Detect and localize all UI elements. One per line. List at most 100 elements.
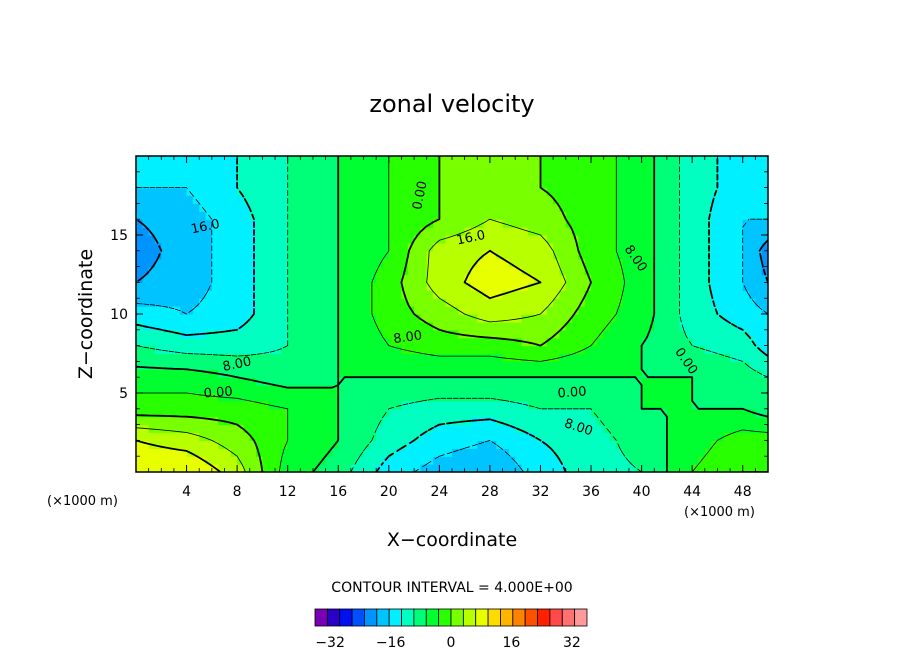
field-cell — [224, 274, 232, 283]
field-cell — [755, 282, 763, 291]
field-cell — [591, 416, 598, 426]
field-cell — [173, 424, 181, 434]
field-cell — [338, 353, 346, 362]
field-cell — [610, 353, 617, 362]
field-cell — [458, 448, 466, 457]
field-cell — [344, 321, 352, 331]
field-cell — [635, 282, 643, 291]
field-cell — [136, 242, 143, 252]
field-cell — [205, 306, 213, 315]
field-cell — [470, 432, 478, 441]
field-cell — [673, 187, 681, 197]
field-cell — [262, 282, 270, 291]
field-cell — [736, 314, 744, 323]
field-cell — [268, 393, 276, 402]
field-cell — [704, 400, 712, 410]
field-cell — [749, 274, 756, 283]
field-cell — [483, 432, 491, 441]
field-cell — [723, 306, 731, 315]
field-cell — [439, 369, 447, 378]
field-cell — [635, 432, 643, 441]
field-cell — [224, 171, 232, 181]
field-cell — [186, 171, 194, 181]
field-cell — [426, 163, 434, 173]
field-cell — [395, 440, 403, 449]
field-cell — [433, 258, 440, 268]
field-cell — [502, 353, 510, 362]
field-cell — [616, 448, 624, 457]
field-cell — [565, 329, 573, 339]
field-cell — [205, 298, 213, 307]
field-cell — [363, 258, 371, 268]
field-cell — [306, 408, 314, 418]
field-cell — [749, 329, 756, 339]
field-cell — [268, 416, 276, 426]
field-cell — [660, 163, 668, 173]
field-cell — [692, 203, 700, 212]
field-cell — [641, 187, 649, 197]
field-cell — [470, 337, 478, 347]
field-cell — [654, 353, 662, 362]
field-cell — [685, 464, 693, 472]
field-cell — [730, 385, 737, 394]
field-cell — [306, 282, 314, 291]
field-cell — [275, 448, 282, 457]
field-cell — [635, 408, 643, 418]
field-cell — [553, 369, 561, 378]
field-cell — [243, 211, 251, 220]
field-cell — [546, 171, 554, 181]
field-cell — [205, 314, 213, 323]
field-cell — [224, 314, 232, 323]
field-cell — [268, 306, 276, 315]
field-cell — [755, 416, 763, 426]
field-cell — [357, 314, 365, 323]
contour-label: 16.0 — [455, 228, 486, 249]
field-cell — [205, 274, 213, 283]
field-cell — [736, 258, 744, 268]
field-cell — [584, 314, 592, 323]
field-cell — [142, 393, 150, 402]
field-cell — [452, 235, 459, 244]
field-cell — [344, 314, 352, 323]
field-cell — [407, 282, 415, 291]
field-cell — [464, 393, 472, 402]
field-cell — [224, 385, 232, 394]
field-cell — [654, 258, 662, 268]
field-cell — [496, 440, 504, 449]
field-cell — [742, 464, 750, 472]
field-cell — [237, 440, 245, 449]
field-cell — [673, 179, 681, 189]
field-cell — [376, 163, 384, 173]
field-cell — [205, 408, 213, 418]
field-cell — [256, 211, 263, 220]
field-cell — [546, 385, 554, 394]
field-cell — [610, 298, 617, 307]
field-cell — [496, 400, 504, 410]
field-cell — [666, 400, 674, 410]
field-cell — [641, 353, 649, 362]
field-cell — [433, 321, 440, 331]
field-cell — [749, 432, 756, 441]
field-cell — [363, 448, 371, 457]
field-cell — [685, 306, 693, 315]
field-cell — [736, 195, 744, 204]
field-cell — [730, 464, 737, 472]
field-cell — [344, 448, 352, 457]
field-cell — [508, 298, 516, 307]
field-cell — [350, 203, 358, 212]
field-cell — [496, 432, 504, 441]
field-cell — [312, 314, 320, 323]
field-cell — [287, 171, 295, 181]
field-cell — [199, 266, 207, 276]
field-cell — [610, 385, 617, 394]
field-cell — [173, 298, 181, 307]
field-cell — [312, 345, 320, 355]
field-cell — [275, 393, 282, 402]
field-cell — [559, 235, 567, 244]
field-cell — [268, 448, 276, 457]
field-cell — [401, 400, 409, 410]
field-cell — [470, 448, 478, 457]
field-cell — [755, 211, 763, 220]
field-cell — [742, 385, 750, 394]
field-cell — [692, 329, 700, 339]
